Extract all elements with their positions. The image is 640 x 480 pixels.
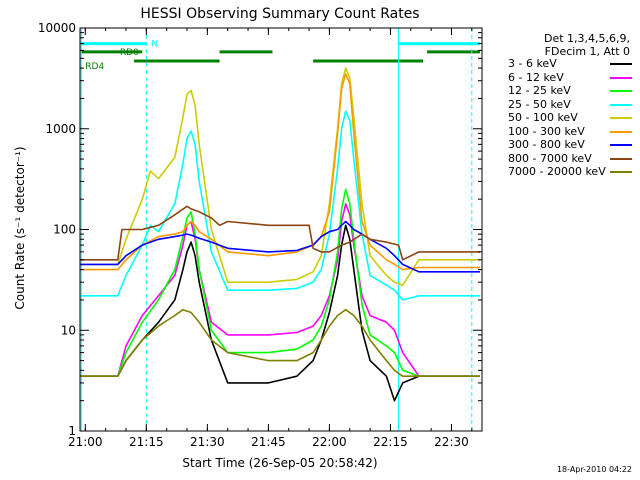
- legend-entry-label: 7000 - 20000 keV: [508, 165, 606, 178]
- chart-title: HESSI Observing Summary Count Rates: [140, 6, 419, 22]
- y-tick-label: 100: [53, 223, 76, 237]
- legend: 3 - 6 keV 6 - 12 keV 12 - 25 keV 25 - 50 ke…: [508, 57, 632, 179]
- y-tick-label: 10: [61, 323, 76, 337]
- series-line-8: [80, 308, 480, 378]
- legend-header-line-1: Det 1,3,4,5,6,9,: [543, 32, 630, 45]
- y-tick-label: 1: [68, 424, 76, 438]
- legend-swatch: [610, 76, 632, 79]
- legend-entry: 25 - 50 keV: [508, 98, 632, 112]
- legend-entry: 100 - 300 keV: [508, 125, 632, 139]
- legend-entry: 50 - 100 keV: [508, 111, 632, 125]
- legend-swatch: [610, 117, 632, 119]
- legend-swatch: [610, 157, 632, 160]
- legend-entry-label: 6 - 12 keV: [508, 70, 564, 84]
- y-tick-label: 10000: [38, 21, 76, 35]
- legend-entry: 300 - 800 keV: [508, 138, 632, 152]
- series-lines: [80, 67, 480, 402]
- y-tick-label: 1000: [45, 122, 76, 136]
- legend-header-line-2: FDecim 1, Att 0: [544, 45, 630, 58]
- axes: [79, 27, 483, 432]
- series-line-6: [80, 220, 480, 273]
- legend-entry-label: 800 - 7000 keV: [508, 151, 592, 165]
- legend-entry: 800 - 7000 keV: [508, 152, 632, 166]
- series-line-3: [80, 110, 480, 301]
- x-tick-label: 21:00: [68, 435, 103, 449]
- mode-label-rd4: RD4: [85, 62, 104, 72]
- x-tick-label: 22:00: [312, 435, 347, 449]
- series-line-1: [80, 203, 480, 378]
- legend-entry: 12 - 25 keV: [508, 84, 632, 98]
- series-line-0: [80, 224, 480, 402]
- legend-entry-label: 25 - 50 keV: [508, 97, 571, 111]
- x-tick-label: 22:15: [373, 435, 408, 449]
- series-line-7: [80, 205, 480, 261]
- legend-swatch: [610, 144, 632, 146]
- legend-swatch: [610, 63, 632, 65]
- mode-label-n: N: [151, 40, 158, 50]
- x-tick-label: 21:45: [251, 435, 286, 449]
- legend-swatch: [610, 90, 632, 92]
- x-tick-label: 21:15: [129, 435, 164, 449]
- series-line-4: [80, 67, 480, 287]
- legend-swatch: [610, 130, 632, 133]
- x-axis-label: Start Time (26-Sep-05 20:58:42): [182, 456, 377, 470]
- mode-label-rd0: RD0: [120, 48, 139, 58]
- legend-entry-label: 100 - 300 keV: [508, 124, 585, 138]
- legend-entry-label: 50 - 100 keV: [508, 111, 578, 124]
- legend-header: Det 1,3,4,5,6,9, FDecim 1, Att 0: [544, 32, 630, 58]
- legend-swatch: [610, 103, 632, 106]
- y-axis-label: Count Rate (s⁻¹ detector⁻¹): [13, 146, 27, 309]
- series-line-5: [80, 73, 480, 271]
- legend-entry-label: 300 - 800 keV: [508, 138, 585, 151]
- legend-swatch: [610, 171, 632, 173]
- series-line-2: [80, 188, 480, 378]
- x-tick-label: 21:30: [190, 435, 225, 449]
- legend-entry: 7000 - 20000 keV: [508, 165, 632, 179]
- legend-entry: 6 - 12 keV: [508, 71, 632, 85]
- legend-entry: 3 - 6 keV: [508, 57, 632, 71]
- legend-entry-label: 12 - 25 keV: [508, 84, 571, 97]
- legend-entry-label: 3 - 6 keV: [508, 57, 557, 70]
- x-tick-label: 22:30: [434, 435, 469, 449]
- footer-timestamp: 18-Apr-2010 04:22: [556, 465, 632, 474]
